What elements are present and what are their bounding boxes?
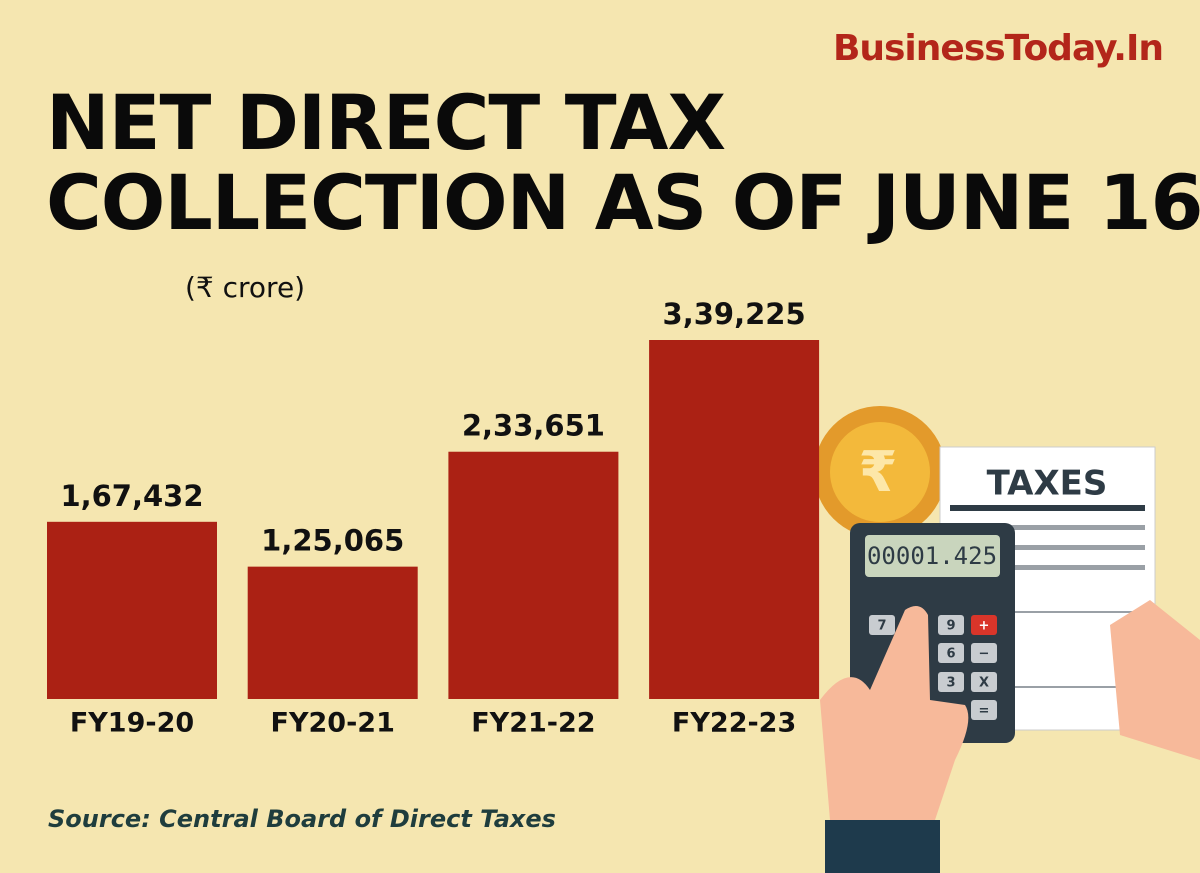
left-hand [1110, 600, 1200, 760]
display-text: 00001.425 [867, 542, 997, 570]
paper-title: TAXES [987, 464, 1108, 504]
value-label: 3,39,225 [663, 297, 806, 331]
category-label: FY20-21 [271, 708, 395, 739]
bar [247, 566, 418, 699]
coin-face [830, 422, 930, 522]
key-label: 3 [946, 676, 955, 691]
category-label: FY19-20 [70, 708, 194, 739]
category-label: FY22-23 [672, 708, 796, 739]
calculator-key [971, 615, 997, 635]
calculator-key [971, 700, 997, 720]
calculator-key [938, 672, 964, 692]
bar [47, 521, 217, 699]
hand [820, 606, 969, 820]
paper-rule [950, 505, 1145, 511]
key-label: − [979, 647, 990, 662]
calculator-key [971, 643, 997, 663]
calculator-key [938, 643, 964, 663]
calculator-key [938, 615, 964, 635]
key-label: = [979, 704, 990, 719]
chart-title: NET DIRECT TAX [46, 78, 725, 167]
bar [448, 451, 619, 699]
calculator-display [865, 535, 1000, 577]
units: (₹ crore) [185, 271, 305, 304]
key-label: 7 [877, 619, 886, 634]
key-label: X [979, 676, 989, 691]
calculator-key [971, 672, 997, 692]
paper-rule [1010, 545, 1145, 550]
chart-title: COLLECTION AS OF JUNE 16 [46, 158, 1200, 247]
bar [649, 340, 820, 699]
source: Source: Central Board of Direct Taxes [48, 805, 556, 833]
key-label: + [979, 619, 990, 634]
category-label: FY21-22 [471, 708, 595, 739]
value-label: 1,67,432 [60, 479, 203, 513]
key-label: 6 [946, 647, 955, 662]
paper-rule [1010, 565, 1145, 570]
key-label: 9 [946, 619, 955, 634]
paper-rule [1010, 525, 1145, 530]
calculator-key [869, 615, 895, 635]
value-label: 1,25,065 [261, 524, 404, 558]
value-label: 2,33,651 [462, 409, 605, 443]
brand: BusinessToday.In [833, 28, 1163, 69]
sleeve [825, 820, 940, 873]
coin-symbol: ₹ [859, 440, 898, 505]
